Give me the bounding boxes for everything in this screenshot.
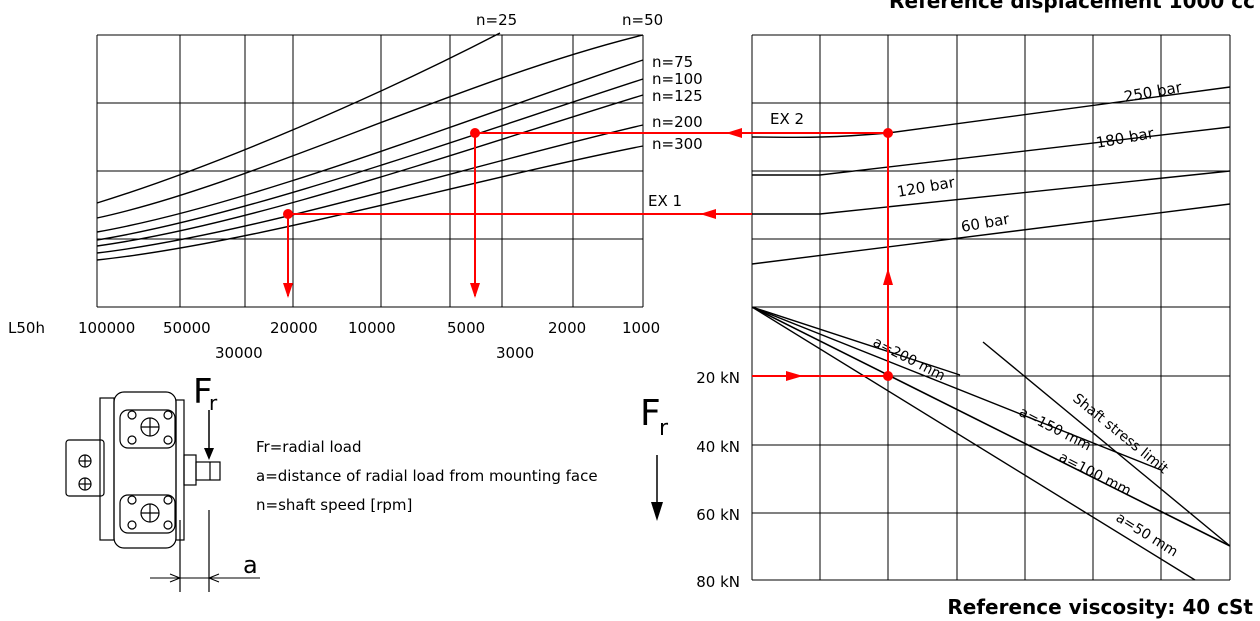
- line-shaft-stress: [982, 341, 1231, 547]
- example-points: [283, 128, 893, 381]
- curve-n25: [96, 32, 501, 204]
- offset-lines: [751, 306, 1231, 581]
- down-arrow-icon: [651, 502, 663, 521]
- distance-a-label: a: [243, 551, 258, 579]
- ex-force-point: [883, 371, 893, 381]
- x-axis-labels: L50h 100000 50000 30000 20000 10000 5000…: [8, 319, 660, 362]
- fr-symbol: F: [640, 393, 661, 434]
- label-n125: n=125: [652, 87, 703, 105]
- x-tick-1000: 1000: [622, 319, 660, 337]
- fr-tick-80: 80 kN: [696, 573, 740, 591]
- label-n50: n=50: [622, 11, 663, 29]
- pressure-labels: 250 bar 180 bar 120 bar 60 bar: [896, 78, 1184, 236]
- label-n75: n=75: [652, 53, 693, 71]
- left-speed-curves: [96, 32, 644, 261]
- line-a200-b: [751, 306, 961, 376]
- legend-text: Fr=radial load a=distance of radial load…: [256, 438, 598, 514]
- ex2-point: [470, 128, 480, 138]
- x-tick-3000: 3000: [496, 344, 534, 362]
- fr-tick-60: 60 kN: [696, 506, 740, 524]
- legend-line-fr: Fr=radial load: [256, 438, 362, 456]
- curve-n50: [96, 34, 644, 219]
- x-tick-5000: 5000: [447, 319, 485, 337]
- fr-tick-20: 20 kN: [696, 369, 740, 387]
- motor-fr-subscript: r: [209, 391, 218, 415]
- curve-180bar: [752, 126, 1231, 176]
- label-120bar: 120 bar: [896, 173, 957, 201]
- label-n300: n=300: [652, 135, 703, 153]
- chart-title-top: Reference displacement 1000 cc: [889, 0, 1255, 13]
- label-n100: n=100: [652, 70, 703, 88]
- line-a150-b: [751, 306, 1162, 471]
- curve-n200: [96, 124, 644, 254]
- motor-drawing: [65, 391, 260, 592]
- x-tick-30000: 30000: [215, 344, 263, 362]
- line-a100: [751, 306, 1231, 547]
- label-250bar: 250 bar: [1123, 78, 1184, 106]
- x-tick-100000: 100000: [78, 319, 135, 337]
- x-tick-50000: 50000: [163, 319, 211, 337]
- example-paths: [283, 128, 893, 381]
- chart-title-bottom: Reference viscosity: 40 cSt: [947, 595, 1253, 619]
- left-curve-labels: n=25 n=50 n=75 n=100 n=125 n=200 n=300: [476, 11, 703, 153]
- x-tick-2000: 2000: [548, 319, 586, 337]
- label-n25: n=25: [476, 11, 517, 29]
- legend-line-n: n=shaft speed [rpm]: [256, 496, 412, 514]
- right-upper-grid: [751, 34, 1231, 308]
- legend-line-a: a=distance of radial load from mounting …: [256, 467, 598, 485]
- fr-tick-40: 40 kN: [696, 438, 740, 456]
- x-tick-10000: 10000: [348, 319, 396, 337]
- ex1-point: [283, 209, 293, 219]
- curve-n75: [96, 59, 644, 233]
- example-labels: EX 1 EX 2: [648, 110, 804, 210]
- curve-n125: [96, 94, 644, 247]
- x-axis-name: L50h: [8, 319, 45, 337]
- line-a50: [751, 306, 1196, 581]
- x-tick-20000: 20000: [270, 319, 318, 337]
- motor-fr-symbol: F: [193, 372, 213, 412]
- curve-n100: [96, 78, 644, 241]
- pressure-curves: [751, 86, 1231, 265]
- fr-subscript: r: [659, 416, 669, 441]
- curve-120bar: [752, 170, 1231, 215]
- label-n200: n=200: [652, 113, 703, 131]
- curve-60bar: [751, 203, 1231, 265]
- ex2-label: EX 2: [770, 110, 804, 128]
- fr-tick-labels: 20 kN 40 kN 60 kN 80 kN: [696, 369, 740, 591]
- label-180bar: 180 bar: [1095, 124, 1156, 152]
- ex1-label: EX 1: [648, 192, 682, 210]
- curve-n300: [96, 145, 644, 261]
- left-panel-grid: [96, 34, 644, 308]
- fr-axis-label: F r: [640, 393, 669, 521]
- ex2-pressure-point: [883, 128, 893, 138]
- load-arrow-icon: [204, 448, 214, 460]
